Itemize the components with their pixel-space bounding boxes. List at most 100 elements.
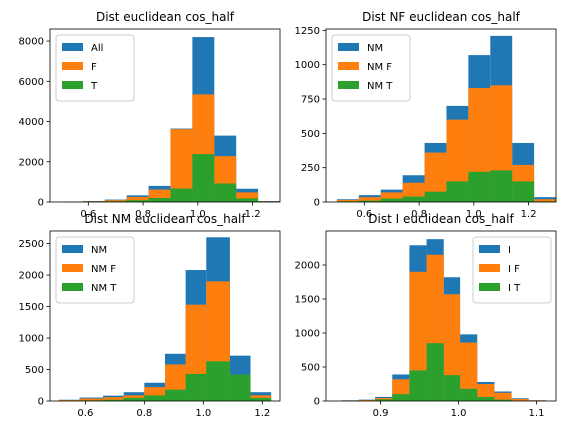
y-tick-label: 500: [25, 365, 44, 376]
bar: [126, 200, 149, 202]
bar: [103, 397, 124, 401]
legend: I I F I T: [472, 236, 552, 304]
x-tick-label: 0.6: [80, 209, 96, 220]
y-tick-label: 1000: [295, 329, 320, 340]
legend-label: NM: [91, 245, 107, 256]
bar: [214, 183, 237, 202]
y-tick-label: 500: [301, 363, 320, 374]
chart-title: Dist NF euclidean cos_half: [362, 10, 521, 24]
bar: [375, 399, 393, 401]
bar: [380, 198, 403, 202]
bar: [409, 271, 427, 401]
bar: [402, 196, 425, 202]
bar: [229, 374, 251, 401]
bar: [446, 181, 469, 202]
legend-swatch: [62, 62, 83, 70]
x-tick-label: 0.8: [411, 209, 427, 220]
legend-label: I F: [508, 264, 520, 275]
bar: [512, 181, 535, 202]
x-tick-label: 1.2: [254, 408, 270, 419]
chart-title: Dist I euclidean cos_half: [368, 212, 514, 226]
bar: [477, 396, 495, 401]
y-tick-label: 4000: [19, 117, 44, 128]
bar: [426, 343, 444, 401]
bar: [424, 152, 447, 202]
chart-title: Dist euclidean cos_half: [96, 10, 235, 24]
x-tick-label: 1.0: [466, 209, 482, 220]
bar: [534, 199, 556, 202]
y-tick-label: 1250: [295, 26, 320, 37]
axes-frame: [325, 230, 557, 402]
bar: [126, 196, 149, 202]
bar: [358, 200, 381, 202]
x-tick-label: 1.1: [529, 408, 545, 419]
x-tick-label: 0.9: [373, 408, 389, 419]
legend-label: F: [91, 62, 97, 73]
axes-frame: [325, 28, 557, 203]
x-tick-label: 1.0: [195, 408, 211, 419]
y-tick-label: 0: [38, 397, 44, 408]
y-tick-label: 500: [301, 129, 320, 140]
bar: [392, 394, 410, 401]
bar: [358, 197, 381, 202]
legend: NM NM F NM T: [55, 236, 135, 304]
legend-label: I T: [508, 283, 521, 294]
legend-swatch: [338, 62, 359, 70]
legend-swatch: [62, 43, 83, 51]
legend: All FT: [55, 34, 135, 102]
bar: [165, 389, 186, 401]
y-tick-label: 2000: [19, 271, 44, 282]
bar: [79, 398, 104, 401]
bar: [490, 170, 513, 202]
bar: [250, 397, 272, 401]
series-t: [60, 154, 280, 202]
bar: [443, 375, 461, 401]
bar: [236, 192, 259, 202]
x-tick-label: 1.0: [190, 209, 206, 220]
legend-swatch: [479, 264, 500, 272]
bar: [123, 397, 145, 401]
y-tick-label: 1000: [19, 334, 44, 345]
legend-label: I: [508, 245, 511, 256]
x-tick-label: 1.2: [521, 209, 537, 220]
x-tick-label: 0.8: [135, 209, 151, 220]
bar: [460, 342, 478, 401]
legend-label: NM: [367, 43, 383, 54]
bar: [409, 370, 427, 401]
legend-swatch: [338, 81, 359, 89]
y-tick-label: 2000: [295, 261, 320, 272]
subplot-1: 0.6 0.8 1.0 1.2 0 2000 4000 6000 8000 Dist euclid…: [19, 10, 281, 220]
x-tick-label: 0.6: [356, 209, 372, 220]
bar: [104, 200, 127, 202]
subplot-4: 0.9 1.0 1.1 0 500 1000 1500 2000 Dist I euclidea…: [295, 212, 557, 419]
bar: [236, 198, 259, 202]
legend-label: NM T: [91, 283, 117, 294]
legend-swatch: [62, 81, 83, 89]
series-nm-t: [58, 361, 272, 401]
bar: [185, 373, 207, 401]
bar: [468, 171, 491, 202]
y-tick-label: 1500: [295, 295, 320, 306]
axes-frame: [49, 28, 281, 203]
y-tick-label: 750: [301, 95, 320, 106]
bar: [170, 188, 193, 202]
y-tick-label: 2500: [19, 239, 44, 250]
legend-swatch: [62, 245, 83, 253]
bar: [144, 395, 165, 401]
bar: [58, 400, 80, 401]
y-tick-label: 6000: [19, 77, 44, 88]
x-tick-label: 1.2: [245, 209, 261, 220]
y-tick-label: 250: [301, 163, 320, 174]
legend-swatch: [338, 43, 359, 51]
bar: [103, 399, 124, 401]
legend-swatch: [62, 264, 83, 272]
legend-swatch: [62, 283, 83, 291]
subplot-3: 0.6 0.8 1.0 1.2 0 500 1000 1500 2000 2500 Dist NM …: [19, 212, 281, 419]
x-tick-label: 0.6: [77, 408, 93, 419]
legend-label: NM F: [367, 62, 392, 73]
bar: [494, 399, 512, 401]
y-tick-label: 0: [38, 198, 44, 209]
bar: [206, 361, 230, 401]
series-f: [60, 94, 280, 202]
